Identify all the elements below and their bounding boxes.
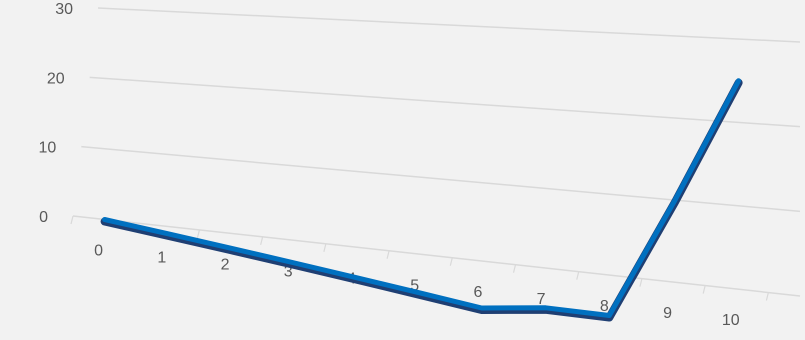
x-tick-label-1: 1 [157,249,166,266]
x-tick-mark [702,285,706,294]
x-tick-mark [512,264,517,273]
x-tick-mark [765,292,769,301]
y-tick-label-0: 0 [39,209,48,226]
x-tick-mark [386,250,390,259]
x-tick-mark [323,243,327,252]
y-tick-label-30: 30 [55,1,73,18]
x-tick-label-3: 3 [284,263,293,280]
x-tick-mark [449,257,453,266]
gridline-30 [97,7,801,43]
x-tick-mark [639,278,643,287]
x-tick-label-9: 9 [663,305,672,322]
y-axis-labels: 0 10 20 30 [39,1,74,226]
x-tick-label-10: 10 [722,312,740,329]
x-tick-mark [196,229,201,239]
series-line [102,78,742,318]
gridline-0 [72,215,801,297]
gridline-20 [89,76,801,128]
series-line-depth [100,78,743,322]
gridline-10 [81,145,801,213]
x-tick-label-7: 7 [537,291,546,308]
x-tick-mark [260,236,264,246]
series-layer [100,78,743,322]
x-tick-label-5: 5 [410,277,419,294]
y-tick-label-20: 20 [47,70,65,87]
y-tick-label-10: 10 [39,140,57,157]
x-tick-label-8: 8 [600,298,609,315]
x-tick-label-0: 0 [94,242,103,259]
x-tick-mark [70,215,74,225]
x-tick-label-2: 2 [221,256,230,273]
gridlines [72,7,801,297]
x-tick-label-6: 6 [473,284,482,301]
x-tick-mark [576,271,580,280]
